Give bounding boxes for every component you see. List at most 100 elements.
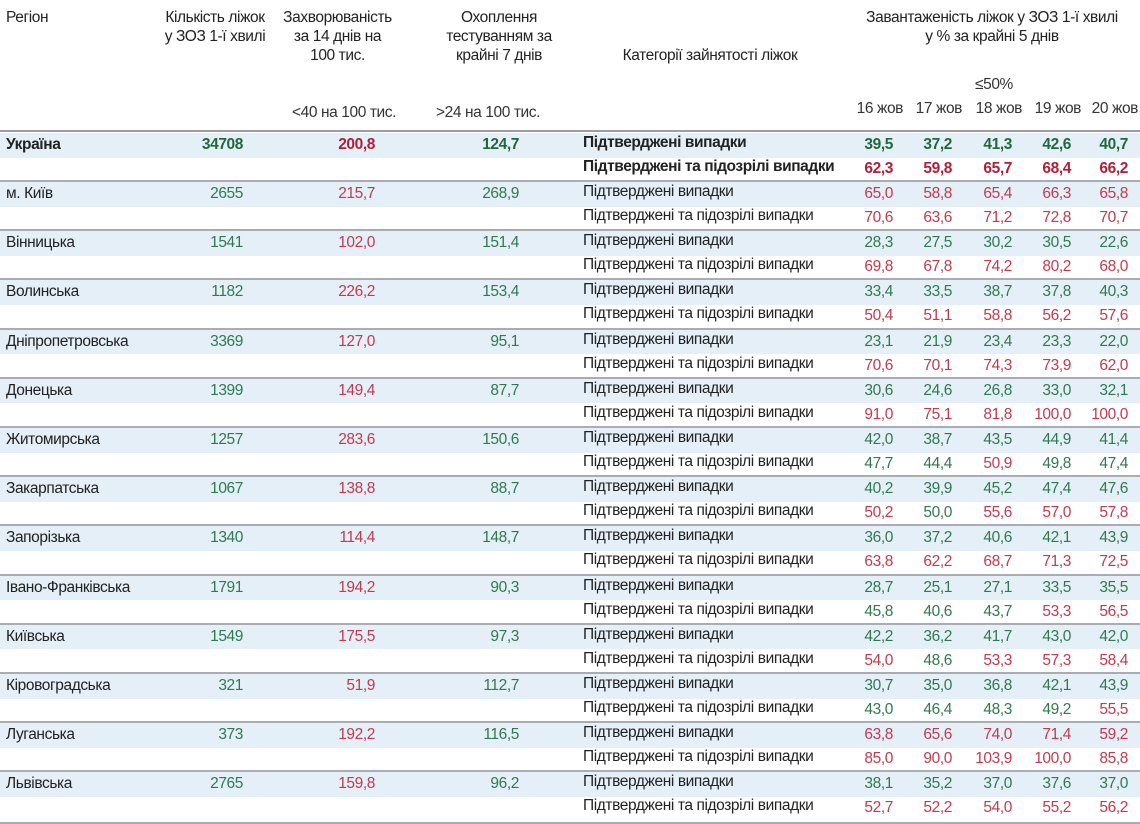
row-band	[0, 477, 1140, 502]
header-testing: Охоплення тестуванням за крайні 7 днів	[446, 9, 552, 64]
load-confirmed: 33,5	[923, 283, 952, 301]
load-suspected: 62,0	[1099, 356, 1128, 374]
row-band	[0, 575, 1140, 601]
load-confirmed: 25,1	[923, 578, 952, 596]
row-band	[0, 772, 1140, 797]
load-suspected: 55,2	[1042, 799, 1071, 817]
testing-value: 116,5	[483, 726, 519, 744]
load-confirmed: 42,2	[864, 627, 893, 645]
testing-value: 151,4	[482, 234, 519, 252]
beds-count: 1340	[210, 529, 243, 547]
load-suspected: 48,6	[923, 651, 952, 669]
load-confirmed: 23,4	[983, 332, 1012, 350]
load-confirmed: 39,9	[923, 480, 952, 498]
testing-value: 96,2	[490, 775, 519, 793]
load-confirmed: 43,9	[1099, 677, 1128, 694]
load-suspected: 70,6	[864, 356, 893, 374]
load-confirmed: 44,9	[1042, 431, 1071, 448]
incidence-value: 127,0	[338, 332, 375, 350]
row-divider	[0, 524, 1140, 527]
table-row: Закарпатська 1067 138,8 88,7 Підтверджені ви…	[0, 475, 1140, 526]
load-confirmed: 36,0	[864, 529, 893, 547]
load-confirmed: 43,0	[1042, 627, 1071, 645]
load-confirmed: 30,5	[1042, 234, 1071, 252]
region-name: Дніпропетровська	[6, 332, 129, 350]
category-suspected: Підтверджені та підозрілі випадки	[583, 256, 814, 274]
load-suspected: 54,0	[983, 799, 1012, 817]
category-confirmed: Підтверджені випадки	[583, 478, 734, 496]
row-band	[0, 329, 1140, 355]
load-suspected: 91,0	[864, 405, 893, 423]
row-band	[0, 182, 1140, 207]
beds-count: 1067	[210, 480, 243, 498]
incidence-value: 283,6	[338, 431, 375, 448]
table-row: Донецька 1399 149,4 87,7 Підтверджені випадк…	[0, 376, 1140, 428]
load-suspected: 73,9	[1042, 356, 1071, 374]
load-confirmed: 71,4	[1042, 726, 1071, 744]
incidence-value: 159,8	[338, 775, 375, 793]
load-suspected: 52,2	[923, 799, 952, 817]
table-row: м. Київ 2655 215,7 268,9 Підтверджені випадк…	[0, 180, 1140, 231]
load-suspected: 100,0	[1034, 750, 1071, 768]
load-confirmed: 36,2	[923, 627, 952, 645]
load-suspected: 40,6	[923, 602, 952, 620]
category-confirmed: Підтверджені випадки	[583, 232, 734, 250]
beds-count: 1399	[210, 381, 243, 399]
load-suspected: 57,8	[1099, 504, 1128, 522]
row-band	[0, 428, 1140, 453]
beds-count: 1182	[211, 283, 243, 301]
table-row: Львівська 2765 159,8 96,2 Підтверджені випад…	[0, 770, 1140, 821]
category-confirmed: Підтверджені випадки	[583, 724, 734, 742]
load-suspected: 56,2	[1099, 799, 1128, 817]
load-suspected: 85,0	[864, 750, 893, 768]
load-suspected: 68,7	[983, 553, 1012, 571]
row-divider	[0, 327, 1140, 330]
load-suspected: 47,7	[864, 455, 893, 472]
load-confirmed: 66,3	[1042, 185, 1071, 202]
load-suspected: 68,4	[1042, 160, 1071, 177]
load-confirmed: 38,1	[864, 775, 893, 793]
category-suspected: Підтверджені та підозрілі випадки	[583, 748, 814, 766]
load-confirmed: 40,7	[1099, 136, 1128, 153]
load-suspected: 69,8	[864, 258, 893, 276]
load-suspected: 54,0	[864, 651, 893, 669]
load-suspected: 49,8	[1042, 455, 1071, 472]
load-confirmed: 22,0	[1099, 332, 1128, 350]
load-confirmed: 43,5	[983, 431, 1012, 448]
load-confirmed: 30,7	[864, 677, 893, 694]
testing-value: 97,3	[490, 627, 519, 645]
category-confirmed: Підтверджені випадки	[583, 281, 734, 299]
row-band	[0, 624, 1140, 650]
incidence-value: 102,0	[338, 234, 375, 252]
category-suspected: Підтверджені та підозрілі випадки	[583, 502, 814, 520]
header-divider	[0, 130, 1140, 132]
load-suspected: 62,3	[864, 160, 893, 177]
load-confirmed: 42,1	[1042, 677, 1071, 694]
load-confirmed: 30,2	[983, 234, 1012, 252]
load-suspected: 56,5	[1099, 602, 1128, 620]
load-confirmed: 42,1	[1042, 529, 1071, 547]
beds-count: 321	[218, 677, 243, 694]
load-suspected: 43,0	[864, 701, 893, 718]
category-confirmed: Підтверджені випадки	[583, 183, 734, 200]
row-divider	[0, 376, 1140, 379]
category-suspected: Підтверджені та підозрілі випадки	[583, 649, 814, 667]
beds-count: 373	[218, 726, 243, 744]
load-confirmed: 38,7	[983, 283, 1012, 301]
beds-count: 2765	[210, 775, 243, 793]
region-name: Кіровоградська	[6, 677, 111, 694]
load-suspected: 45,8	[864, 602, 893, 620]
row-divider	[0, 426, 1140, 428]
load-confirmed: 65,6	[923, 726, 952, 744]
load-confirmed: 37,6	[1042, 775, 1071, 793]
load-suspected: 57,0	[1042, 504, 1071, 522]
date-header: 20 жов	[1091, 100, 1139, 117]
testing-value: 112,7	[483, 677, 519, 694]
row-band	[0, 526, 1140, 551]
load-confirmed: 27,1	[983, 578, 1012, 596]
category-suspected: Підтверджені та підозрілі випадки	[583, 699, 814, 716]
beds-count: 2655	[210, 185, 243, 202]
load-suspected: 70,6	[864, 209, 893, 226]
load-suspected: 50,0	[923, 504, 952, 522]
